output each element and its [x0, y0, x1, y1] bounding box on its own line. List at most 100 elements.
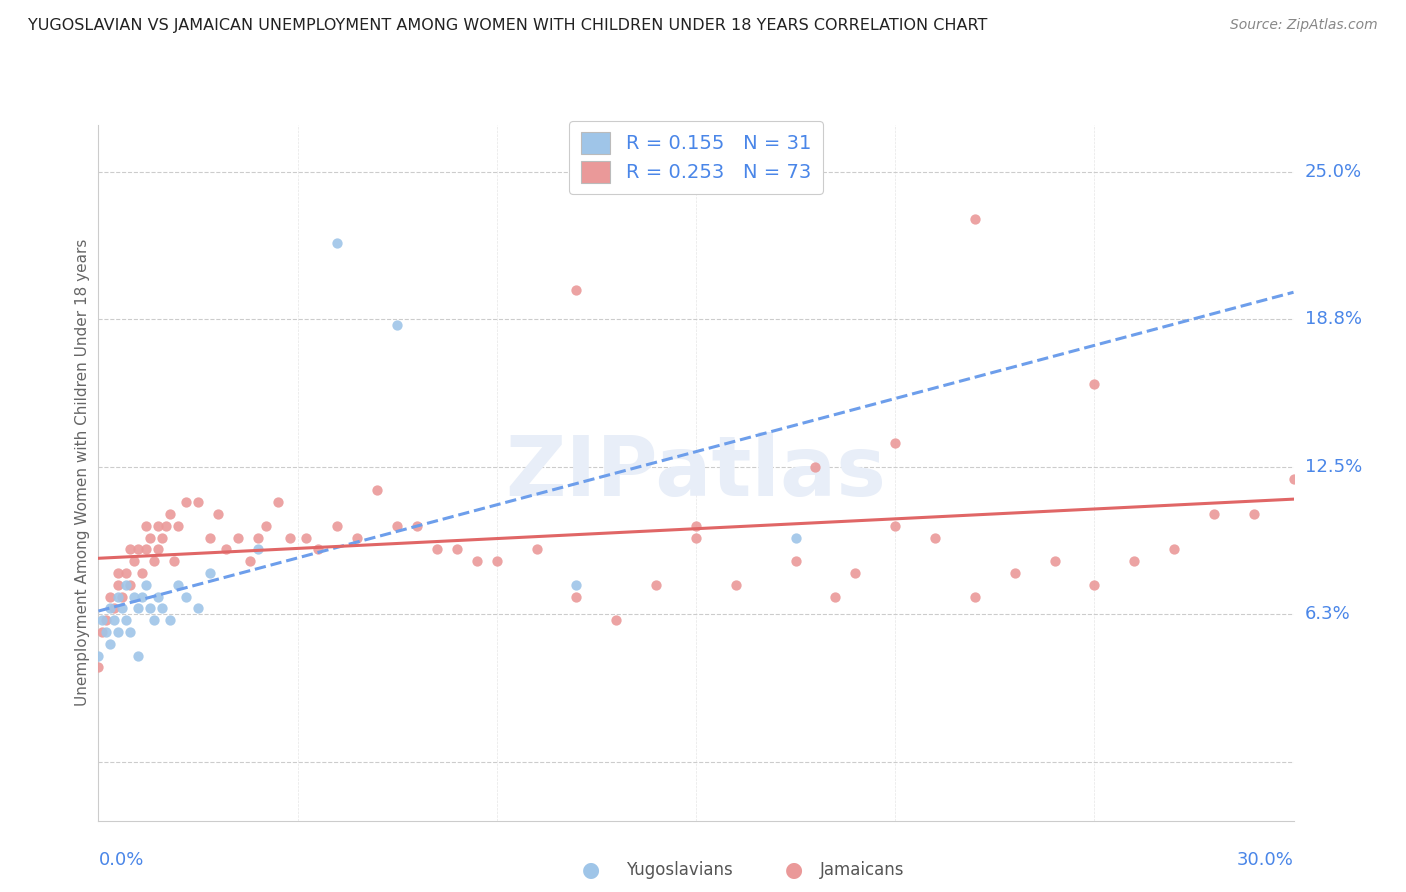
Point — [115, 578, 138, 592]
Point — [135, 542, 157, 557]
Point — [131, 566, 153, 580]
Text: 30.0%: 30.0% — [1237, 851, 1294, 869]
Point — [1083, 578, 1105, 592]
Point — [844, 566, 866, 580]
Point — [87, 648, 110, 663]
Point — [804, 459, 827, 474]
Point — [685, 518, 707, 533]
Point — [465, 554, 488, 568]
Text: YUGOSLAVIAN VS JAMAICAN UNEMPLOYMENT AMONG WOMEN WITH CHILDREN UNDER 18 YEARS CO: YUGOSLAVIAN VS JAMAICAN UNEMPLOYMENT AMO… — [28, 18, 987, 33]
Point — [294, 531, 316, 545]
Point — [645, 578, 668, 592]
Text: Jamaicans: Jamaicans — [820, 861, 904, 879]
Point — [1004, 566, 1026, 580]
Point — [167, 578, 190, 592]
Point — [103, 601, 125, 615]
Point — [96, 613, 118, 627]
Y-axis label: Unemployment Among Women with Children Under 18 years: Unemployment Among Women with Children U… — [75, 239, 90, 706]
Point — [120, 542, 142, 557]
Point — [1043, 554, 1066, 568]
Point — [167, 518, 190, 533]
Point — [127, 542, 149, 557]
Point — [187, 601, 209, 615]
Point — [159, 507, 181, 521]
Point — [406, 518, 429, 533]
Point — [685, 531, 707, 545]
Point — [239, 554, 262, 568]
Point — [1202, 507, 1225, 521]
Point — [111, 601, 134, 615]
Text: Source: ZipAtlas.com: Source: ZipAtlas.com — [1230, 18, 1378, 32]
Text: 12.5%: 12.5% — [1305, 458, 1362, 475]
Point — [91, 624, 114, 639]
Point — [127, 601, 149, 615]
Point — [485, 554, 508, 568]
Point — [155, 518, 177, 533]
Point — [150, 531, 173, 545]
Point — [326, 518, 349, 533]
Point — [426, 542, 449, 557]
Text: 18.8%: 18.8% — [1305, 310, 1361, 328]
Point — [96, 624, 118, 639]
Point — [1163, 542, 1185, 557]
Text: 0.0%: 0.0% — [98, 851, 143, 869]
Point — [120, 624, 142, 639]
Point — [91, 613, 114, 627]
Point — [307, 542, 329, 557]
Point — [785, 531, 807, 545]
Point — [246, 542, 269, 557]
Point — [1243, 507, 1265, 521]
Legend: R = 0.155   N = 31, R = 0.253   N = 73: R = 0.155 N = 31, R = 0.253 N = 73 — [569, 120, 823, 194]
Point — [107, 590, 129, 604]
Point — [724, 578, 747, 592]
Point — [526, 542, 548, 557]
Point — [884, 436, 907, 450]
Point — [884, 518, 907, 533]
Point — [254, 518, 277, 533]
Point — [111, 590, 134, 604]
Point — [565, 283, 588, 297]
Point — [98, 590, 122, 604]
Point — [103, 613, 125, 627]
Point — [565, 590, 588, 604]
Point — [131, 590, 153, 604]
Point — [139, 601, 162, 615]
Point — [198, 566, 221, 580]
Point — [135, 578, 157, 592]
Point — [174, 590, 197, 604]
Point — [139, 531, 162, 545]
Point — [115, 566, 138, 580]
Point — [148, 542, 170, 557]
Point — [107, 624, 129, 639]
Text: 25.0%: 25.0% — [1305, 163, 1362, 181]
Point — [148, 518, 170, 533]
Point — [963, 212, 986, 227]
Point — [87, 660, 110, 674]
Point — [127, 648, 149, 663]
Point — [326, 235, 349, 250]
Point — [366, 483, 388, 498]
Point — [1282, 472, 1305, 486]
Text: ●: ● — [582, 860, 599, 880]
Point — [135, 518, 157, 533]
Point — [115, 613, 138, 627]
Point — [1123, 554, 1146, 568]
Point — [150, 601, 173, 615]
Point — [215, 542, 238, 557]
Point — [159, 613, 181, 627]
Text: Yugoslavians: Yugoslavians — [626, 861, 733, 879]
Point — [163, 554, 186, 568]
Point — [226, 531, 249, 545]
Point — [174, 495, 197, 509]
Point — [143, 613, 166, 627]
Point — [98, 637, 122, 651]
Point — [278, 531, 301, 545]
Point — [98, 601, 122, 615]
Point — [143, 554, 166, 568]
Point — [785, 554, 807, 568]
Point — [385, 318, 409, 333]
Text: ZIPatlas: ZIPatlas — [506, 433, 886, 513]
Point — [267, 495, 290, 509]
Point — [120, 578, 142, 592]
Point — [246, 531, 269, 545]
